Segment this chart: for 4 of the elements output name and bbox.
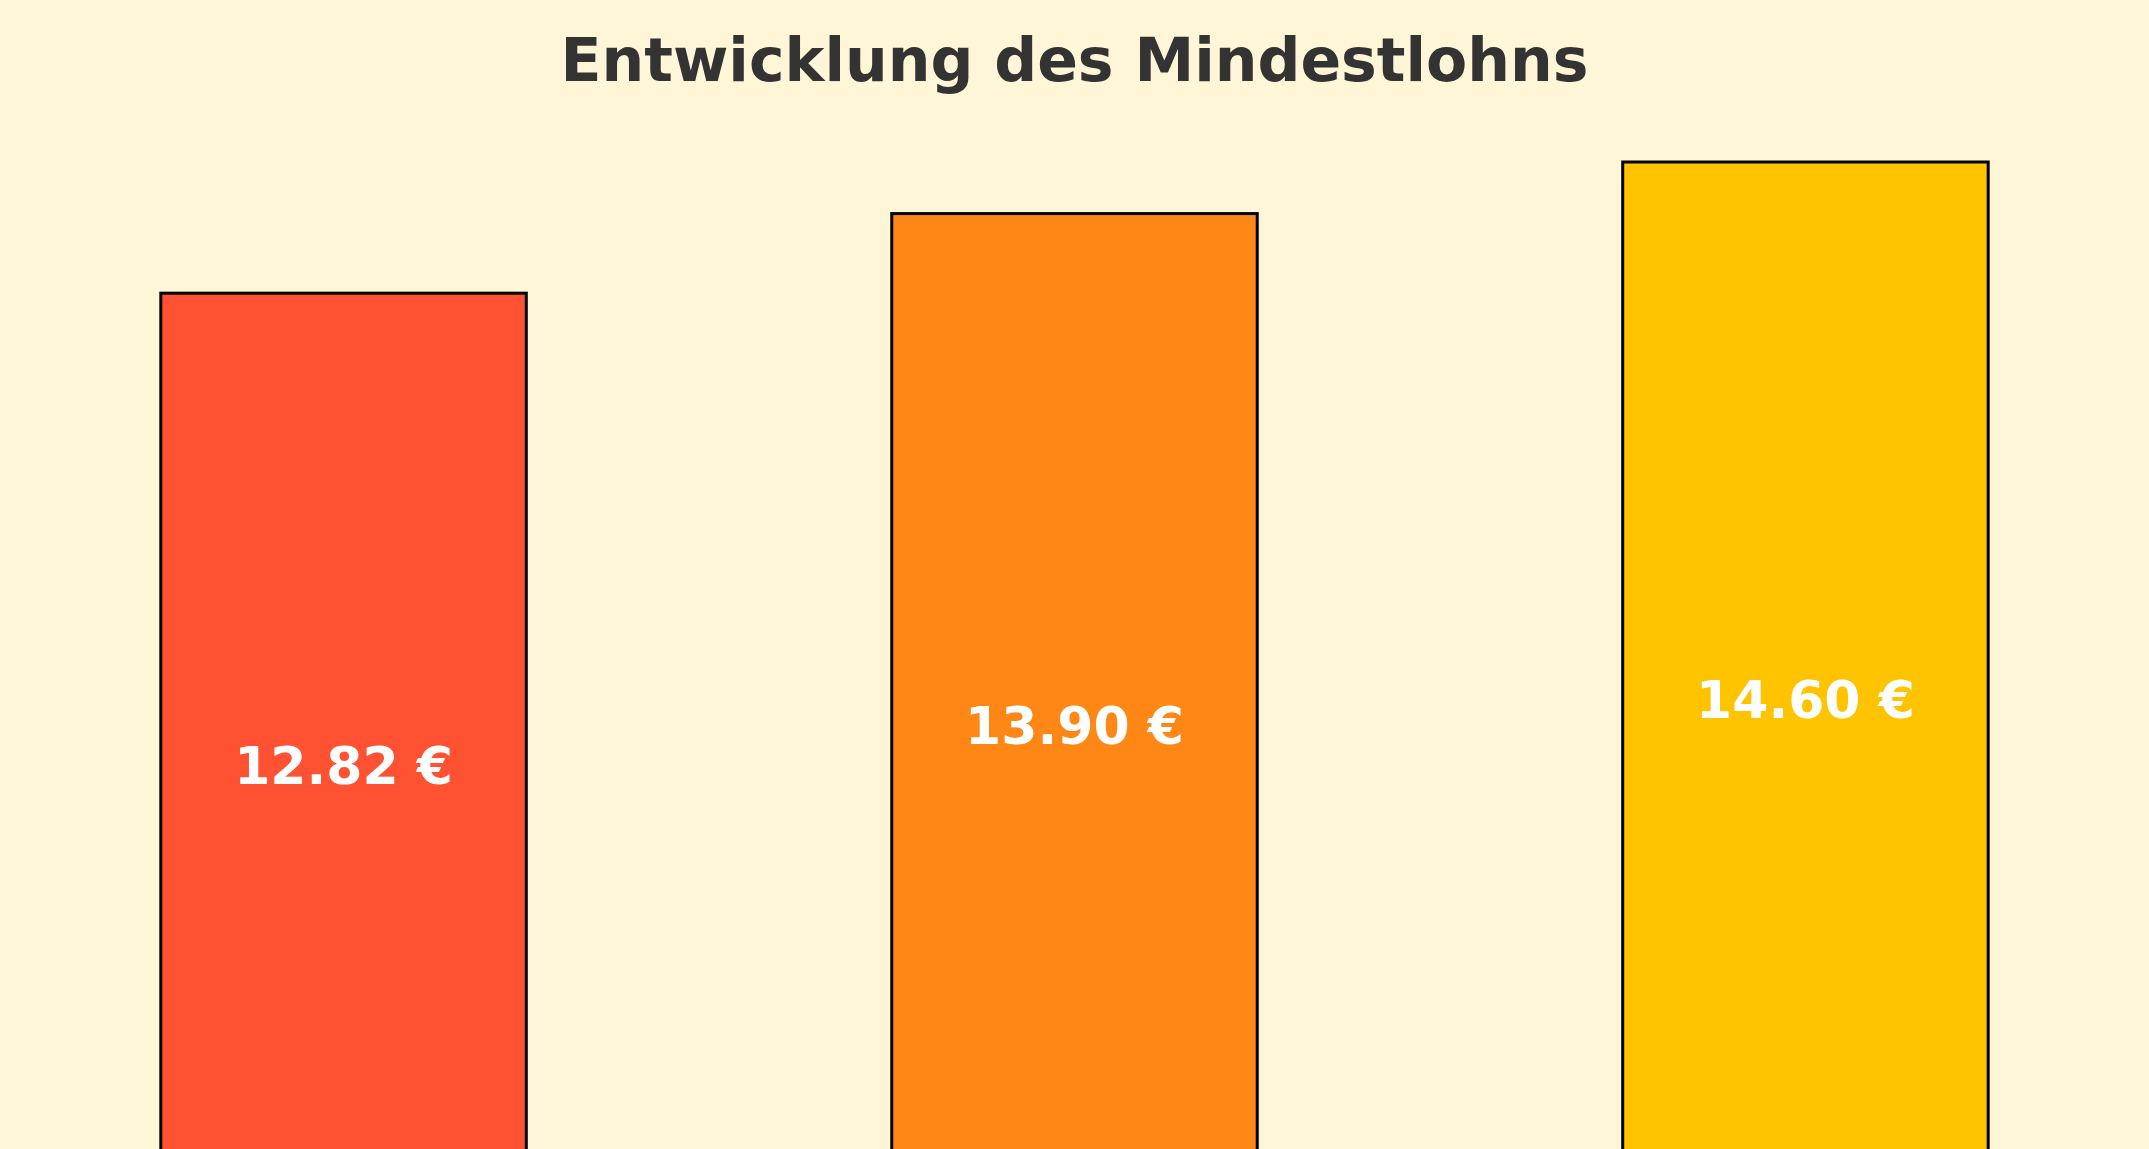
- data-label: 14.60 €: [1696, 670, 1915, 730]
- chart-title: Entwicklung des Mindestlohns: [560, 25, 1589, 95]
- data-label: 12.82 €: [234, 735, 453, 796]
- data-label: 13.90 €: [965, 695, 1184, 756]
